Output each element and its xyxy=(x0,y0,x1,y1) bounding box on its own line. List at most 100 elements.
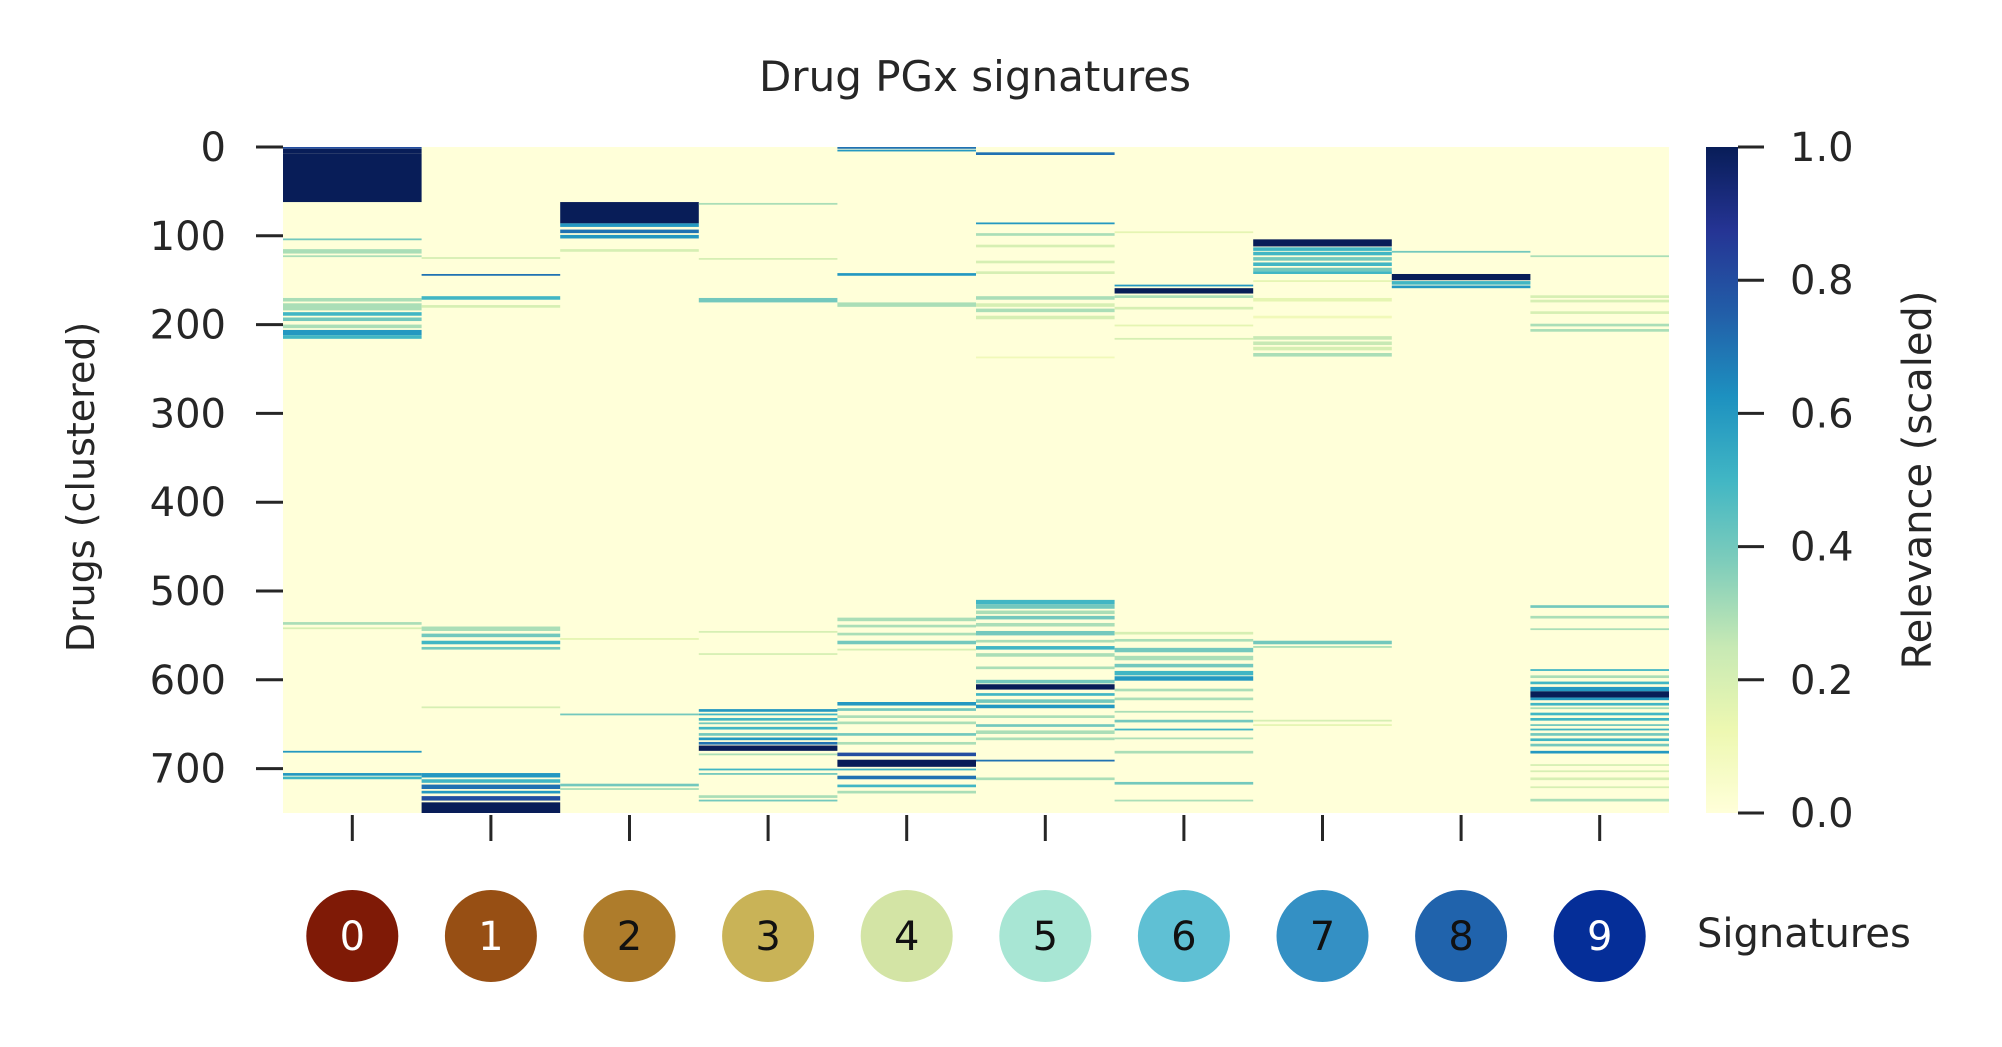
heatmap-cell xyxy=(421,790,561,794)
signature-circle xyxy=(1137,890,1230,982)
heatmap-cell xyxy=(1530,728,1669,731)
heatmap-cell xyxy=(698,753,838,756)
heatmap-cell xyxy=(976,653,1115,657)
heatmap-cell xyxy=(1253,267,1392,272)
heatmap-cell xyxy=(976,666,1115,670)
heatmap-cell xyxy=(837,715,976,718)
heatmap-cell xyxy=(421,646,561,650)
heatmap-cell xyxy=(837,752,976,757)
signature-circle xyxy=(1276,890,1369,982)
heatmap-cell xyxy=(698,737,838,741)
heatmap-cell xyxy=(698,768,838,771)
heatmap-cell xyxy=(1114,324,1254,327)
heatmap-cell xyxy=(283,312,422,316)
heatmap-cell xyxy=(976,152,1115,155)
colorbar-ticks: 0.0 0.2 0.4 0.6 0.8 1.0 xyxy=(1738,125,1854,837)
heatmap-cell xyxy=(1530,702,1669,706)
heatmap-cell xyxy=(283,324,422,329)
heatmap-cell xyxy=(283,198,422,203)
heatmap-cell xyxy=(1114,688,1254,692)
heatmap-cell xyxy=(1530,697,1669,701)
heatmap-cell xyxy=(976,646,1115,650)
x-axis-ticks xyxy=(350,815,1602,841)
colorbar-tick-label: 0.0 xyxy=(1790,791,1854,837)
heatmap-cell xyxy=(1114,306,1254,310)
colorbar-tick-label: 0.8 xyxy=(1790,258,1854,304)
heatmap-cell xyxy=(1530,717,1669,721)
heatmap-cell xyxy=(283,249,422,254)
heatmap-cell xyxy=(283,335,422,339)
heatmap-cell xyxy=(421,706,561,709)
heatmap-cell xyxy=(1530,733,1669,736)
heatmap-cell xyxy=(976,777,1115,781)
heatmap-cell xyxy=(283,627,422,630)
heatmap-cell xyxy=(1114,638,1254,642)
heatmap-cell xyxy=(1530,323,1669,327)
signature-circle xyxy=(860,890,953,982)
heatmap-cell xyxy=(837,733,976,736)
heatmap-cell xyxy=(837,147,976,149)
heatmap-cell xyxy=(1530,605,1669,608)
heatmap-cell xyxy=(1530,329,1669,332)
heatmap-cell xyxy=(283,622,422,625)
y-tick-label: 300 xyxy=(150,391,226,437)
heatmap-cell xyxy=(698,202,838,205)
heatmap-cell xyxy=(1253,247,1392,251)
heatmap-cell xyxy=(1253,341,1392,346)
heatmap-cell xyxy=(1530,675,1669,679)
heatmap-cell xyxy=(837,702,976,706)
heatmap-cell xyxy=(976,699,1115,703)
heatmap-cell xyxy=(1114,697,1254,701)
signature-circle xyxy=(1415,890,1508,982)
colorbar-tick-label: 0.6 xyxy=(1790,391,1854,437)
heatmap-cell xyxy=(560,713,699,716)
heatmap-cell xyxy=(1114,631,1254,635)
heatmap-cell xyxy=(283,238,422,241)
heatmap-cell xyxy=(560,783,699,787)
heatmap-cell xyxy=(1530,669,1669,671)
heatmap-cell xyxy=(698,733,838,736)
heatmap-cell xyxy=(421,802,561,813)
heatmap-cell xyxy=(1530,311,1669,314)
heatmap-cell xyxy=(1530,686,1669,692)
heatmap-cell xyxy=(698,653,838,655)
heatmap-cell xyxy=(283,148,422,154)
heatmap-cell xyxy=(560,788,699,790)
heatmap-cell xyxy=(421,257,561,259)
heatmap-cell xyxy=(283,317,422,322)
heatmap-cell xyxy=(560,202,699,224)
heatmap-cell xyxy=(560,223,699,227)
signature-label: 6 xyxy=(1171,914,1196,960)
heatmap-cell xyxy=(698,709,838,712)
heatmap-cell xyxy=(976,615,1115,620)
heatmap-cell xyxy=(283,303,422,311)
heatmap-cell xyxy=(1253,353,1392,357)
heatmap-cell xyxy=(837,640,976,645)
heatmap-cell xyxy=(976,639,1115,643)
heatmap-cell xyxy=(1253,271,1392,274)
heatmap-cell xyxy=(283,329,422,336)
heatmap-cell xyxy=(1253,346,1392,351)
heatmap-cell xyxy=(976,730,1115,734)
heatmap-cell xyxy=(837,708,976,711)
heatmap-cell xyxy=(837,302,976,307)
chart-title: Drug PGx signatures xyxy=(759,52,1191,101)
heatmap-cell xyxy=(1530,691,1669,698)
heatmap-cell xyxy=(421,784,561,790)
heatmap-cell xyxy=(1253,640,1392,645)
heatmap-cell xyxy=(1253,239,1392,247)
heatmap-cell xyxy=(837,784,976,788)
heatmap-cell xyxy=(698,717,838,721)
heatmap-cell xyxy=(1114,750,1254,754)
signatures-label: Signatures xyxy=(1697,911,1911,957)
colorbar-tick-label: 0.2 xyxy=(1790,658,1854,704)
heatmap-cell xyxy=(1114,288,1254,294)
heatmap-cell xyxy=(283,297,422,302)
heatmap-cell xyxy=(698,745,838,751)
heatmap-cell xyxy=(1530,750,1669,754)
heatmap-cell xyxy=(976,308,1115,313)
heatmap-cell xyxy=(837,741,976,745)
heatmap-cell xyxy=(1114,676,1254,681)
heatmap-cell xyxy=(837,273,976,276)
heatmap-cell xyxy=(421,626,561,631)
